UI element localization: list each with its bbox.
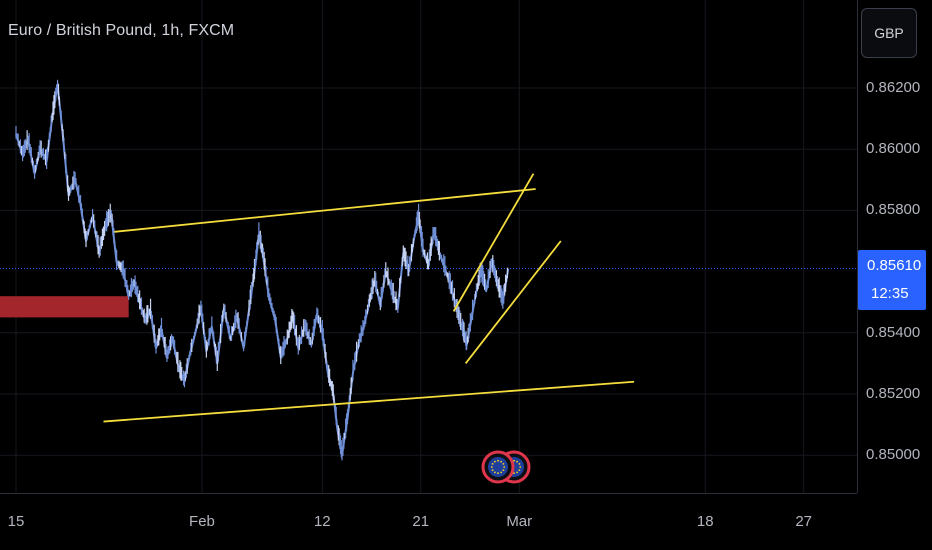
trendline — [464, 240, 562, 364]
price-tick-label: 0.86200 — [866, 79, 921, 96]
price-tick-label: 0.86000 — [866, 140, 921, 158]
time-tick-label: Mar — [506, 513, 533, 530]
currency-button[interactable]: GBP — [861, 8, 917, 58]
price-tick-label: 0.85000 — [866, 446, 921, 464]
supply-zone — [0, 296, 129, 318]
time-tick-label: 15 — [7, 513, 25, 530]
time-tick-label: Feb — [189, 513, 215, 530]
time-axis-divider — [0, 493, 932, 494]
price-series — [15, 83, 510, 457]
time-tick-label: 12 — [313, 513, 331, 530]
trendline — [452, 173, 535, 312]
eu-flag-event-icon[interactable] — [481, 450, 515, 484]
last-price-value: 0.85610 — [867, 257, 922, 274]
axis-corner — [857, 493, 932, 550]
time-tick-label: 18 — [696, 513, 714, 530]
last-price-tag: 0.85610 12:35 — [858, 250, 926, 310]
price-tick-label: 0.85800 — [866, 201, 921, 219]
symbol-title: Euro / British Pound, 1h, FXCM — [8, 22, 235, 39]
bar-countdown: 12:35 — [871, 285, 909, 302]
trendline — [103, 380, 635, 423]
trendline — [114, 188, 536, 233]
price-axis-divider — [857, 0, 858, 550]
time-tick-label: 21 — [412, 513, 430, 530]
price-tick-label: 0.85200 — [866, 385, 921, 402]
price-tick-label: 0.85400 — [866, 323, 921, 341]
time-tick-label: 27 — [795, 513, 813, 530]
